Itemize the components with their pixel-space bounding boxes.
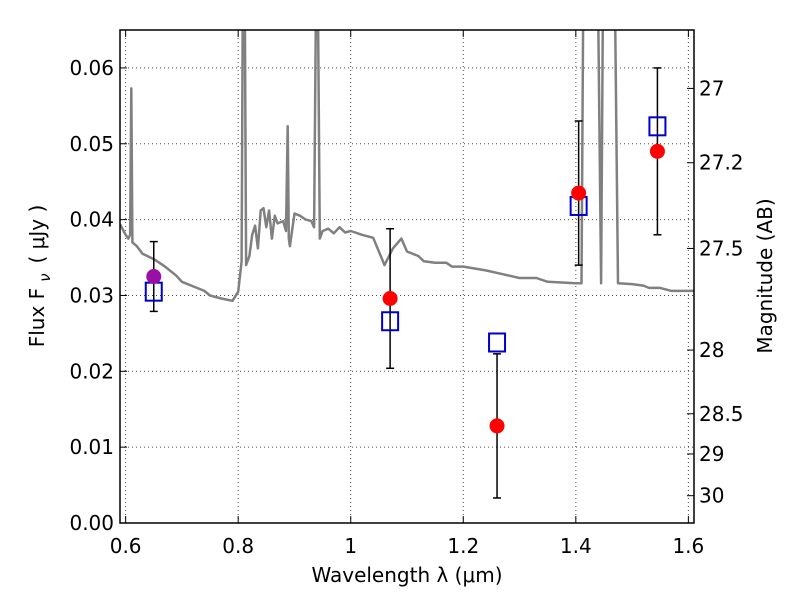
right-tick-label: 29 [699,442,724,466]
x-axis-label: Wavelength λ (μm) [311,563,502,587]
x-tick-label: 1.6 [672,534,704,558]
ticks: 0.6 0.8 1 1.2 1.4 1.6 0.00 0.01 0.02 0.03 0.04 0.05… [69,30,744,558]
y-axis-label-right: Magnitude (AB) [753,198,777,353]
y-tick-label: 0.04 [69,208,114,232]
spectrum-line [120,30,694,303]
y-tick-label: 0.02 [69,359,114,383]
x-tick-label: 1.2 [447,534,479,558]
observed-circle-marker [649,143,665,159]
right-tick-label: 27 [699,76,724,100]
right-tick-label: 28 [699,338,724,362]
x-tick-label: 1 [344,534,357,558]
x-tick-label: 0.8 [222,534,254,558]
model-square-marker [648,116,667,137]
spectrum-layer [120,30,694,303]
right-tick-label: 27.5 [699,236,744,260]
plot-background [120,30,694,523]
y-axis-label-left: Flux F ν ( μJy ) [25,205,54,348]
right-tick-label: 30 [699,484,724,508]
x-tick-label: 0.6 [110,534,142,558]
svg-text:Flux Fν( μJy ): Flux F ν ( μJy ) [25,205,54,348]
right-tick-label: 27.2 [699,151,744,175]
x-tick-label: 1.4 [560,534,592,558]
y-label-unit: ( μJy ) [25,205,49,264]
y-tick-label: 0.06 [69,56,114,80]
plot-frame [119,29,695,524]
model-square-marker [381,311,400,332]
y-tick-label: 0.00 [69,511,114,535]
model-square-marker [488,332,507,353]
observed-circle-marker [571,185,587,201]
right-tick-label: 28.5 [699,402,744,426]
y-tick-label: 0.01 [69,435,114,459]
observed-circle-marker [489,418,505,434]
observed-circle-marker [146,269,162,284]
y-label-subscript: ν [36,273,54,281]
y-tick-label: 0.03 [69,283,114,307]
y-tick-label: 0.05 [69,132,114,156]
y-label-flux: Flux F [25,288,49,347]
observed-circle-marker [382,290,398,306]
marker-layer [144,67,667,499]
